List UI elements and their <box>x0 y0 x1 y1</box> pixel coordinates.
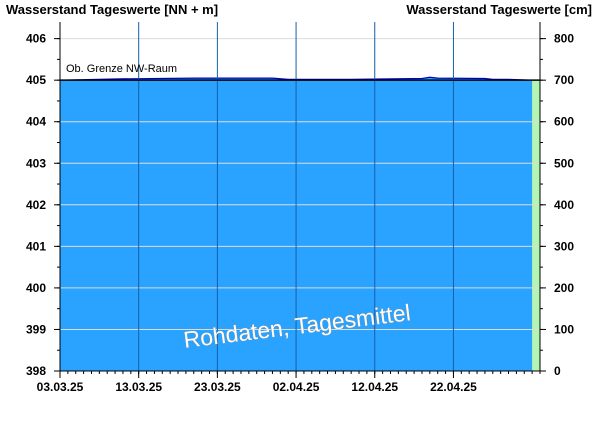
y-right-tick-label: 0 <box>554 364 561 378</box>
x-tick-label: 23.03.25 <box>194 380 241 394</box>
x-tick-label: 03.03.25 <box>37 380 84 394</box>
x-tick-label: 02.04.25 <box>273 380 320 394</box>
y-right-axis-title: Wasserstand Tageswerte [cm] <box>406 2 592 17</box>
y-right-tick-label: 400 <box>554 198 574 212</box>
y-left-tick-label: 402 <box>26 198 46 212</box>
y-left-ticks: 398 399 400 401 402 403 404 405 406 <box>26 32 60 378</box>
future-band-rect <box>532 80 540 372</box>
y-right-ticks: 0 100 200 300 400 500 600 700 800 <box>540 32 574 378</box>
y-right-tick-label: 300 <box>554 239 574 253</box>
x-tick-label: 12.04.25 <box>351 380 398 394</box>
y-left-tick-label: 406 <box>26 32 46 46</box>
y-right-tick-label: 700 <box>554 73 574 87</box>
y-right-tick-label: 100 <box>554 322 574 336</box>
y-left-tick-label: 405 <box>26 73 46 87</box>
y-left-tick-label: 403 <box>26 156 46 170</box>
y-right-tick-label: 800 <box>554 32 574 46</box>
y-left-tick-label: 401 <box>26 239 46 253</box>
threshold-label: Ob. Grenze NW-Raum <box>66 63 177 75</box>
y-left-tick-label: 400 <box>26 281 46 295</box>
future-band <box>532 80 540 372</box>
x-ticks: 03.03.25 13.03.25 23.03.25 02.04.25 12.04.25… <box>37 371 541 394</box>
y-left-tick-label: 398 <box>26 364 46 378</box>
y-right-tick-label: 200 <box>554 281 574 295</box>
x-tick-label: 13.03.25 <box>115 380 162 394</box>
y-left-axis-title: Wasserstand Tageswerte [NN + m] <box>6 2 218 17</box>
water-level-line <box>59 76 533 81</box>
y-left-tick-label: 399 <box>26 322 46 336</box>
y-right-tick-label: 600 <box>554 115 574 129</box>
y-left-tick-label: 404 <box>26 115 46 129</box>
y-right-tick-label: 500 <box>554 156 574 170</box>
x-tick-label: 22.04.25 <box>430 380 477 394</box>
